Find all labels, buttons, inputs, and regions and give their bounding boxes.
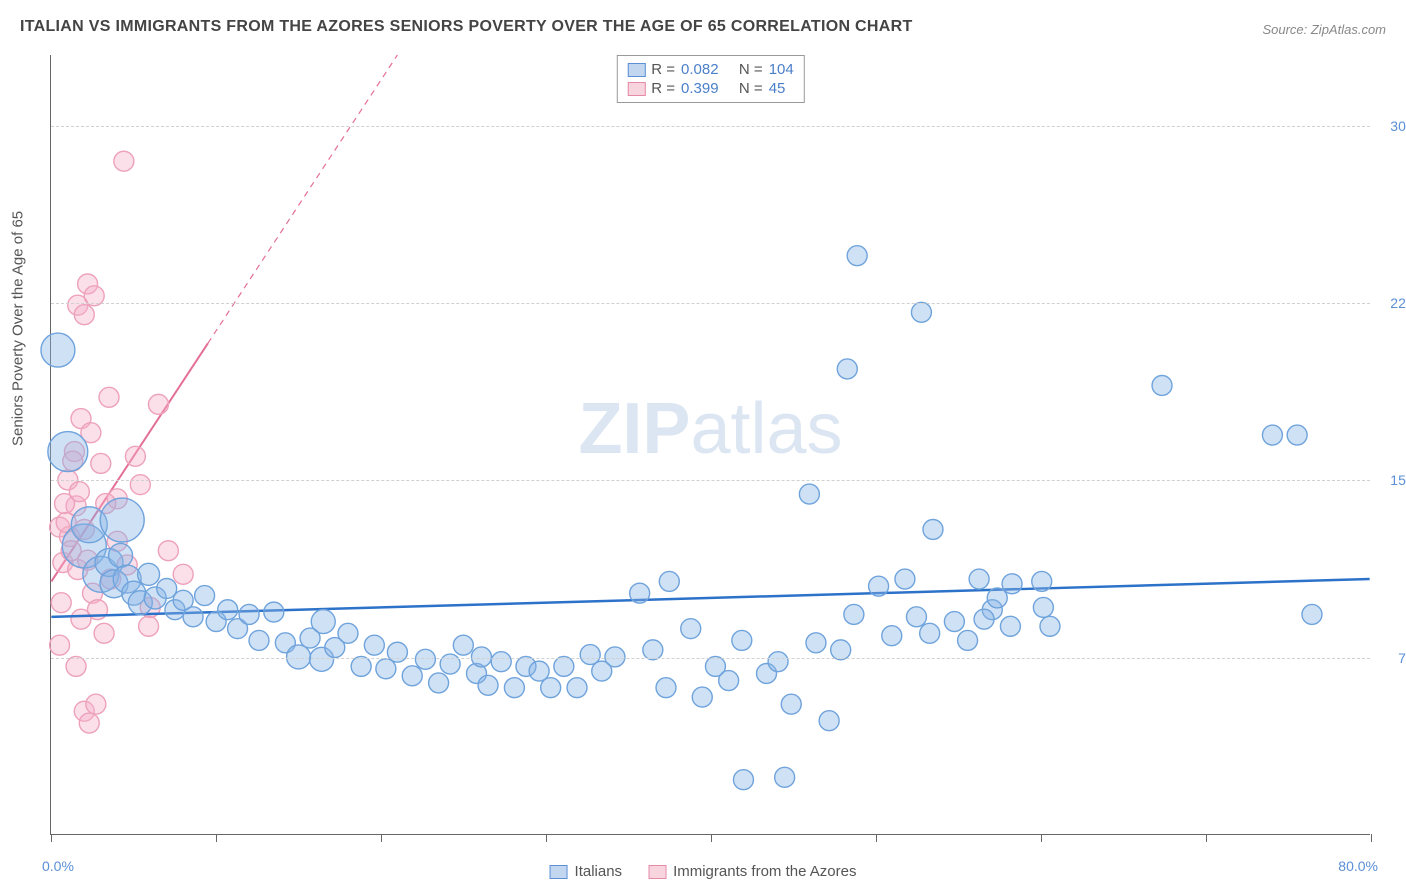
y-tick-label: 7.5% [1398, 650, 1406, 666]
bottom-legend: Italians Immigrants from the Azores [550, 863, 857, 880]
stat-label: N = [739, 61, 763, 78]
grid-line [51, 126, 1370, 127]
stat-label: N = [739, 80, 763, 97]
y-tick-label: 30.0% [1390, 118, 1406, 134]
x-axis-max-label: 80.0% [1338, 858, 1378, 874]
swatch-pink [627, 82, 645, 96]
chart-title: ITALIAN VS IMMIGRANTS FROM THE AZORES SE… [20, 18, 913, 36]
stats-row-pink: R = 0.399 N = 45 [627, 79, 793, 98]
x-tick [1041, 834, 1042, 842]
x-tick [216, 834, 217, 842]
stat-label: R = [651, 80, 675, 97]
swatch-blue [627, 63, 645, 77]
y-axis-label: Seniors Poverty Over the Age of 65 [10, 211, 27, 446]
y-tick-label: 15.0% [1390, 472, 1406, 488]
stats-box: R = 0.082 N = 104 R = 0.399 N = 45 [616, 55, 804, 103]
swatch-pink [648, 865, 666, 879]
x-tick [1206, 834, 1207, 842]
swatch-blue [550, 865, 568, 879]
grid-line [51, 480, 1370, 481]
stats-row-blue: R = 0.082 N = 104 [627, 60, 793, 79]
stat-value: 0.082 [681, 61, 719, 78]
stat-value: 45 [769, 80, 786, 97]
stat-label: R = [651, 61, 675, 78]
y-tick-label: 22.5% [1390, 295, 1406, 311]
x-tick [51, 834, 52, 842]
plot-area: ZIPatlas R = 0.082 N = 104 R = 0.399 N =… [50, 55, 1370, 835]
legend-item-italians: Italians [550, 863, 623, 880]
source-attribution: Source: ZipAtlas.com [1262, 22, 1386, 37]
grid-line [51, 658, 1370, 659]
legend-item-azores: Immigrants from the Azores [648, 863, 856, 880]
stat-value: 104 [769, 61, 794, 78]
legend-label: Italians [575, 863, 623, 880]
x-tick [711, 834, 712, 842]
x-axis-min-label: 0.0% [42, 858, 74, 874]
grid-line [51, 303, 1370, 304]
legend-label: Immigrants from the Azores [673, 863, 856, 880]
x-tick [381, 834, 382, 842]
x-tick [546, 834, 547, 842]
stat-value: 0.399 [681, 80, 719, 97]
chart-svg [51, 55, 1370, 834]
x-tick [876, 834, 877, 842]
x-tick [1371, 834, 1372, 842]
